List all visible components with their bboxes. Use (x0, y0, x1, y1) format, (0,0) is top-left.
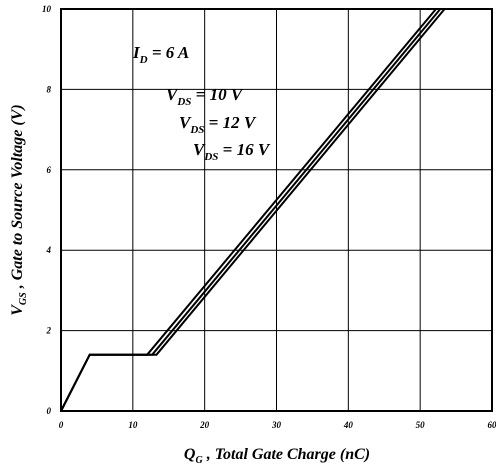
annotation-vds-12v: VDS = 12 V (179, 113, 257, 136)
x-axis-label: QG , Total Gate Charge (nC) (184, 446, 370, 466)
x-tick-label: 60 (488, 420, 496, 430)
annotation-vds-16v: VDS = 16 V (193, 140, 271, 163)
x-tick-label: 0 (59, 420, 64, 430)
y-tick-label: 4 (46, 245, 52, 255)
series-line-3 (60, 8, 446, 412)
x-tick-label: 40 (343, 420, 354, 430)
x-tick-labels: 0 10 20 30 40 50 60 (59, 420, 496, 430)
x-tick-label: 30 (271, 420, 282, 430)
y-axis-label: VGS , Gate to Source Voltage (V) (9, 104, 29, 315)
x-tick-label: 20 (199, 420, 210, 430)
y-tick-labels: 0 2 4 6 8 10 (42, 4, 52, 416)
y-tick-label: 2 (46, 326, 52, 336)
y-tick-label: 6 (47, 165, 52, 175)
x-tick-label: 10 (128, 420, 138, 430)
annotation-vds-10v: VDS = 10 V (166, 85, 244, 108)
series-lines (60, 8, 446, 412)
y-tick-label: 0 (47, 406, 52, 416)
x-tick-label: 50 (416, 420, 426, 430)
plot-frame (60, 8, 493, 412)
annotation-drain-current: ID = 6 A (132, 43, 189, 66)
y-tick-label: 8 (47, 84, 52, 94)
y-tick-label: 10 (42, 4, 52, 14)
